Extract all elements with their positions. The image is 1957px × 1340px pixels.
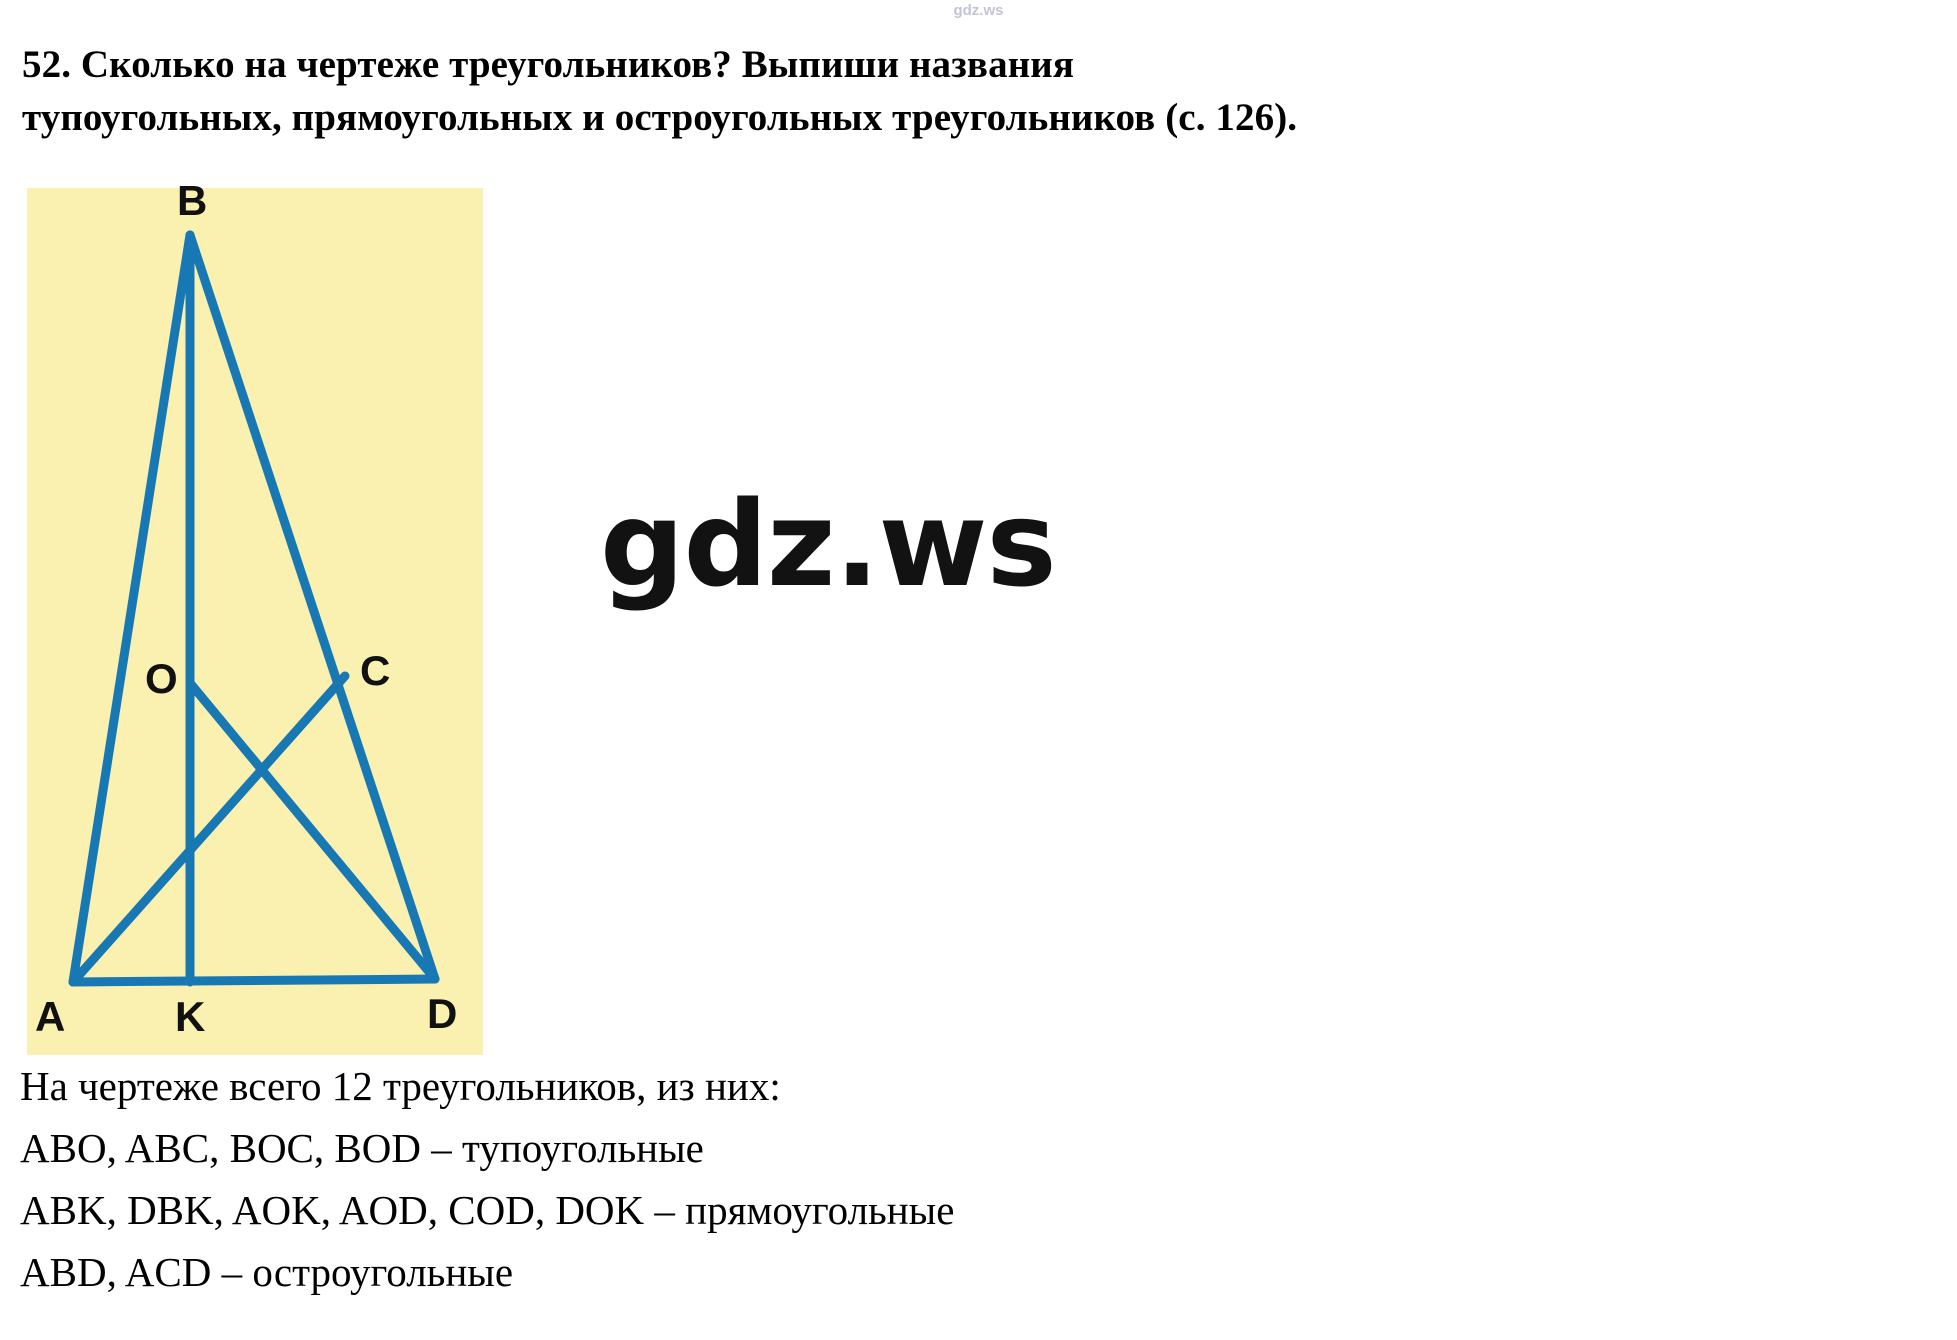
site-watermark: gdz.ws: [600, 475, 1057, 613]
vertex-label-d: D: [427, 990, 458, 1037]
vertex-label-b: B: [177, 177, 208, 224]
triangle-diagram: [68, 230, 440, 987]
heading-line-1: 52. Сколько на чертеже треугольников? Вы…: [22, 43, 1075, 86]
answer-line-4: ABD, ACD – остроугольные: [20, 1249, 514, 1295]
figure-panel: B C O A K D: [27, 180, 483, 1055]
exercise-heading: 52. Сколько на чертеже треугольников? Вы…: [22, 38, 1922, 144]
vertex-label-c: C: [360, 647, 391, 694]
vertex-label-k: K: [175, 993, 206, 1040]
answer-line-3: ABK, DBK, AOK, AOD, COD, DOK – прямоугол…: [20, 1187, 955, 1233]
answer-block: На чертеже всего 12 треугольников, из ни…: [20, 1055, 1920, 1303]
answer-line-2: ABO, ABC, BOC, BOD – тупоугольные: [20, 1125, 704, 1171]
vertex-label-o: O: [145, 655, 178, 702]
top-watermark: gdz.ws: [953, 2, 1004, 19]
vertex-label-a: A: [35, 993, 66, 1040]
heading-line-2: тупоугольных, прямоугольных и остроуголь…: [22, 96, 1298, 139]
answer-line-1: На чертеже всего 12 треугольников, из ни…: [20, 1063, 781, 1109]
